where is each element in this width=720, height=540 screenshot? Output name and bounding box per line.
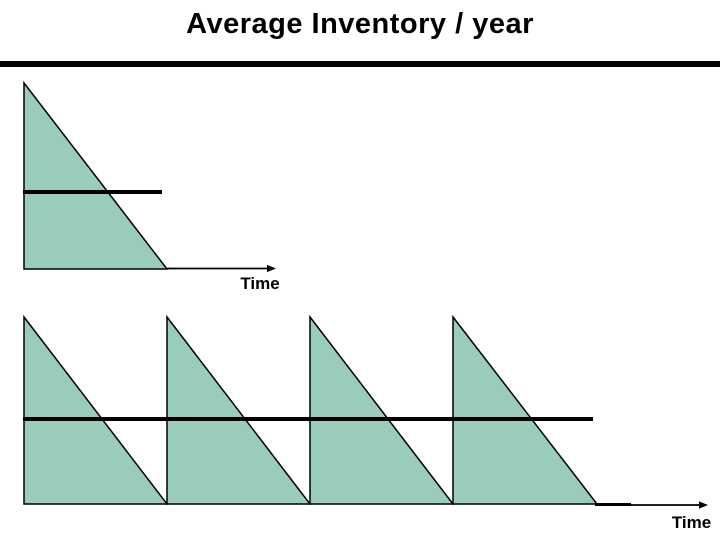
title-underline-rule — [0, 61, 720, 67]
time-axis-label: Time — [671, 513, 712, 532]
inventory-cycle-triangle — [452, 314, 599, 505]
time-axis-label: Time — [240, 274, 280, 293]
time-axis-arrowhead — [699, 501, 708, 509]
inventory-cycle-triangle — [23, 80, 169, 270]
inventory-cycle-triangle — [166, 314, 312, 505]
slide-title: Average Inventory / year — [186, 8, 534, 40]
time-axis-arrowhead — [267, 264, 276, 273]
inventory-cycle-triangle — [23, 314, 169, 505]
inventory-cycle-triangle — [309, 314, 455, 505]
